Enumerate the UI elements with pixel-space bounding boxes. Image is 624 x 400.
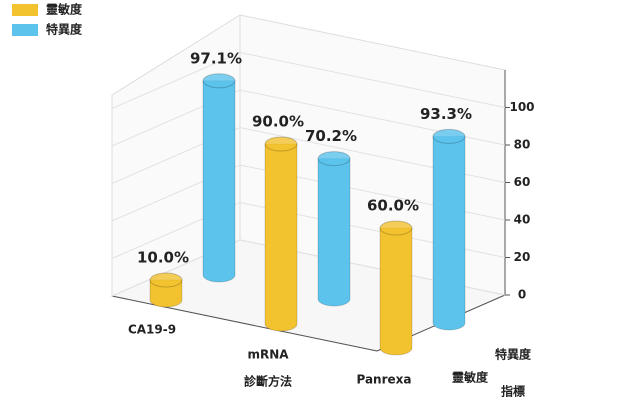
bar-top (149, 272, 183, 288)
bar-top (432, 128, 466, 144)
grid-line (111, 126, 506, 184)
bar-body (379, 227, 413, 356)
x-tick-label: mRNA (247, 348, 289, 362)
grid-line (111, 164, 506, 222)
value-label: 97.1% (190, 49, 242, 67)
value-label: 70.2% (305, 127, 357, 145)
legend-swatch (12, 4, 38, 16)
grid-line (111, 51, 506, 109)
depth-tick-label: 靈敏度 (452, 370, 489, 385)
y-tick-label: 60 (514, 175, 531, 189)
y-tick-label: 100 (509, 100, 534, 114)
bar-top (317, 151, 351, 167)
x-tick-label: CA19-9 (128, 323, 176, 337)
x-tick-label: Panrexa (356, 373, 411, 387)
bar-top (264, 136, 298, 152)
depth-axis-title: 指標 (501, 384, 525, 399)
bar-top (202, 73, 236, 89)
y-tick-label: 40 (514, 213, 531, 227)
legend-swatch (12, 24, 38, 36)
bar-top (379, 220, 413, 236)
legend-label: 靈敏度 (46, 2, 83, 17)
y-tick-label: 80 (514, 138, 531, 152)
value-label: 93.3% (420, 105, 472, 123)
bar-body (432, 135, 466, 331)
grid-line (111, 89, 506, 147)
x-axis-title: 診斷方法 (244, 374, 292, 389)
value-label: 10.0% (137, 249, 189, 267)
bar-body (149, 279, 183, 308)
value-label: 60.0% (367, 197, 419, 215)
value-label: 90.0% (252, 113, 304, 131)
legend-label: 特異度 (46, 22, 83, 37)
bar-body (202, 80, 236, 283)
grid-line (111, 201, 506, 259)
y-tick-label: 20 (514, 250, 531, 264)
depth-tick-label: 特異度 (495, 347, 532, 362)
bar-body (317, 158, 351, 307)
y-tick-label: 0 (518, 288, 526, 302)
bar-body (264, 143, 298, 332)
